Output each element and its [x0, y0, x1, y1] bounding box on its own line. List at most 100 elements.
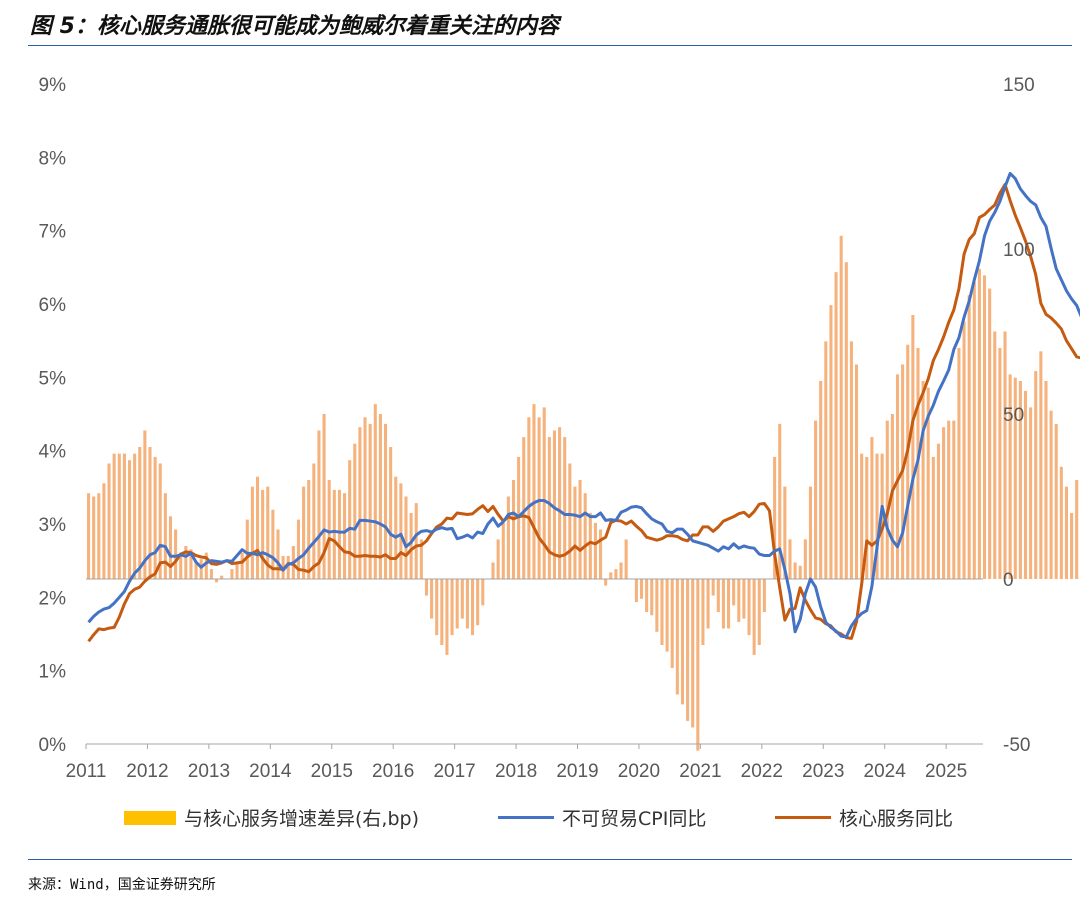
x-tick-label: 2013	[188, 761, 230, 782]
bar	[993, 331, 997, 579]
legend-swatch-blue	[498, 816, 554, 819]
bar	[824, 341, 828, 579]
bar	[609, 572, 613, 579]
bar	[803, 539, 807, 579]
bar	[573, 486, 577, 579]
bar	[348, 460, 352, 579]
bar	[527, 417, 531, 579]
x-tick-label: 2025	[925, 761, 967, 782]
bar	[634, 579, 638, 603]
bar	[240, 552, 244, 579]
source-note: 来源：Wind，国金证券研究所	[28, 877, 216, 893]
bar	[409, 513, 413, 579]
bar	[860, 453, 864, 579]
bar	[138, 447, 142, 579]
x-axis-ticks: 2011 2012 2013 2014 2015 2016 2017 2018 2019 2020…	[66, 761, 968, 782]
bar	[343, 493, 347, 579]
bar	[696, 579, 700, 751]
bar	[814, 420, 818, 579]
bar	[537, 417, 541, 579]
bar	[645, 579, 649, 612]
bar	[788, 539, 792, 579]
bar	[588, 513, 592, 579]
bar	[317, 430, 321, 579]
bar	[1075, 480, 1079, 579]
bar	[491, 562, 495, 579]
bar	[773, 456, 777, 579]
bar	[307, 480, 311, 579]
bar	[168, 516, 173, 579]
bar	[399, 483, 403, 579]
bar	[209, 569, 213, 579]
bar	[133, 453, 137, 579]
bottom-rule	[28, 859, 1072, 860]
bar	[650, 579, 654, 616]
y-right-tick-label: 150	[1003, 75, 1035, 96]
x-tick-label: 2017	[433, 761, 475, 782]
bar	[614, 569, 618, 579]
legend-label-diff: 与核心服务增速差异(右,bp)	[184, 808, 419, 830]
bar	[716, 579, 720, 612]
bar	[368, 423, 372, 579]
bar	[547, 437, 551, 579]
bar	[1059, 466, 1063, 579]
bar	[383, 423, 388, 579]
bar	[194, 562, 198, 579]
figure-title: 图 5：核心服务通胀很可能成为鲍威尔着重关注的内容	[30, 14, 559, 39]
bar	[378, 414, 382, 579]
bar	[568, 463, 572, 579]
bar	[327, 480, 331, 579]
bar	[337, 489, 341, 579]
x-tick-label: 2020	[618, 761, 660, 782]
bar	[870, 437, 874, 579]
bar	[737, 579, 741, 622]
y-left-tick-label: 4%	[39, 442, 67, 463]
bar	[1023, 390, 1028, 579]
bar	[332, 489, 336, 579]
bar	[1054, 423, 1058, 579]
bar	[1070, 513, 1074, 579]
series-line-core-services	[87, 182, 1080, 643]
bar	[972, 282, 976, 579]
bar	[604, 579, 608, 586]
bar	[1039, 351, 1043, 579]
bar	[849, 341, 853, 579]
bar	[1049, 410, 1053, 579]
bar	[998, 348, 1002, 579]
bar	[819, 381, 823, 579]
bar	[721, 579, 725, 629]
bar	[834, 272, 838, 579]
bar	[419, 539, 423, 579]
y-right-tick-label: 50	[1003, 405, 1024, 426]
bar	[404, 496, 408, 579]
bar	[435, 579, 439, 636]
bar	[424, 579, 428, 596]
legend-item-core-services: 核心服务同比	[775, 804, 953, 831]
bar	[1003, 331, 1007, 579]
bar	[353, 443, 357, 579]
x-tick-label: 2023	[802, 761, 844, 782]
bar	[184, 546, 188, 579]
y-left-tick-label: 5%	[39, 368, 67, 389]
bar	[158, 463, 162, 579]
bar	[563, 437, 567, 579]
bar	[174, 529, 178, 579]
bar	[261, 489, 265, 579]
bar	[655, 579, 659, 632]
bar	[952, 420, 956, 579]
bar	[619, 562, 623, 579]
x-tick-label: 2014	[249, 761, 292, 782]
bar	[511, 480, 516, 579]
bar	[865, 456, 869, 579]
bar	[1013, 377, 1017, 579]
bar	[665, 579, 669, 652]
bar	[1034, 371, 1038, 579]
bar	[1044, 381, 1048, 579]
x-tick-label: 2011	[66, 761, 107, 782]
bar	[296, 519, 301, 579]
bar	[112, 453, 116, 579]
bar	[911, 315, 915, 579]
series-line-nontradable-cpi	[87, 171, 1080, 639]
right-axis-ticks: -50 0 50 100 150	[1003, 75, 1035, 756]
